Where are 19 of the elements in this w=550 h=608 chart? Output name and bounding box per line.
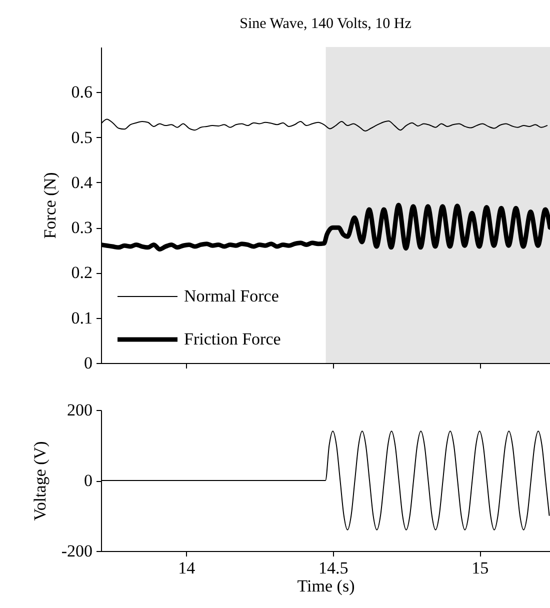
y-tick-label: 0.6 [71,82,92,102]
chart-title: Sine Wave, 140 Volts, 10 Hz [240,16,412,32]
y-axis-title: Voltage (V) [30,441,50,521]
x-tick-label: 14 [178,558,196,578]
y-tick-label: 0 [84,471,92,490]
y-tick-label: 0 [84,354,92,372]
legend-label: Friction Force [184,330,281,348]
y-tick-label: 0.5 [71,128,92,147]
legend-label: Normal Force [184,286,279,306]
x-tick-label: 14.5 [318,558,348,578]
y-tick-label: -200 [61,542,92,560]
y-tick-label: 200 [67,400,92,420]
y-tick-label: 0.2 [71,263,92,282]
y-tick-label: 0.4 [71,172,93,192]
y-tick-label: 0.1 [71,308,92,328]
y-tick-label: 0.3 [71,218,92,238]
y-axis-title: Force (N) [40,172,60,239]
x-axis-title: Time (s) [297,576,355,596]
x-tick-label: 15 [472,558,489,578]
